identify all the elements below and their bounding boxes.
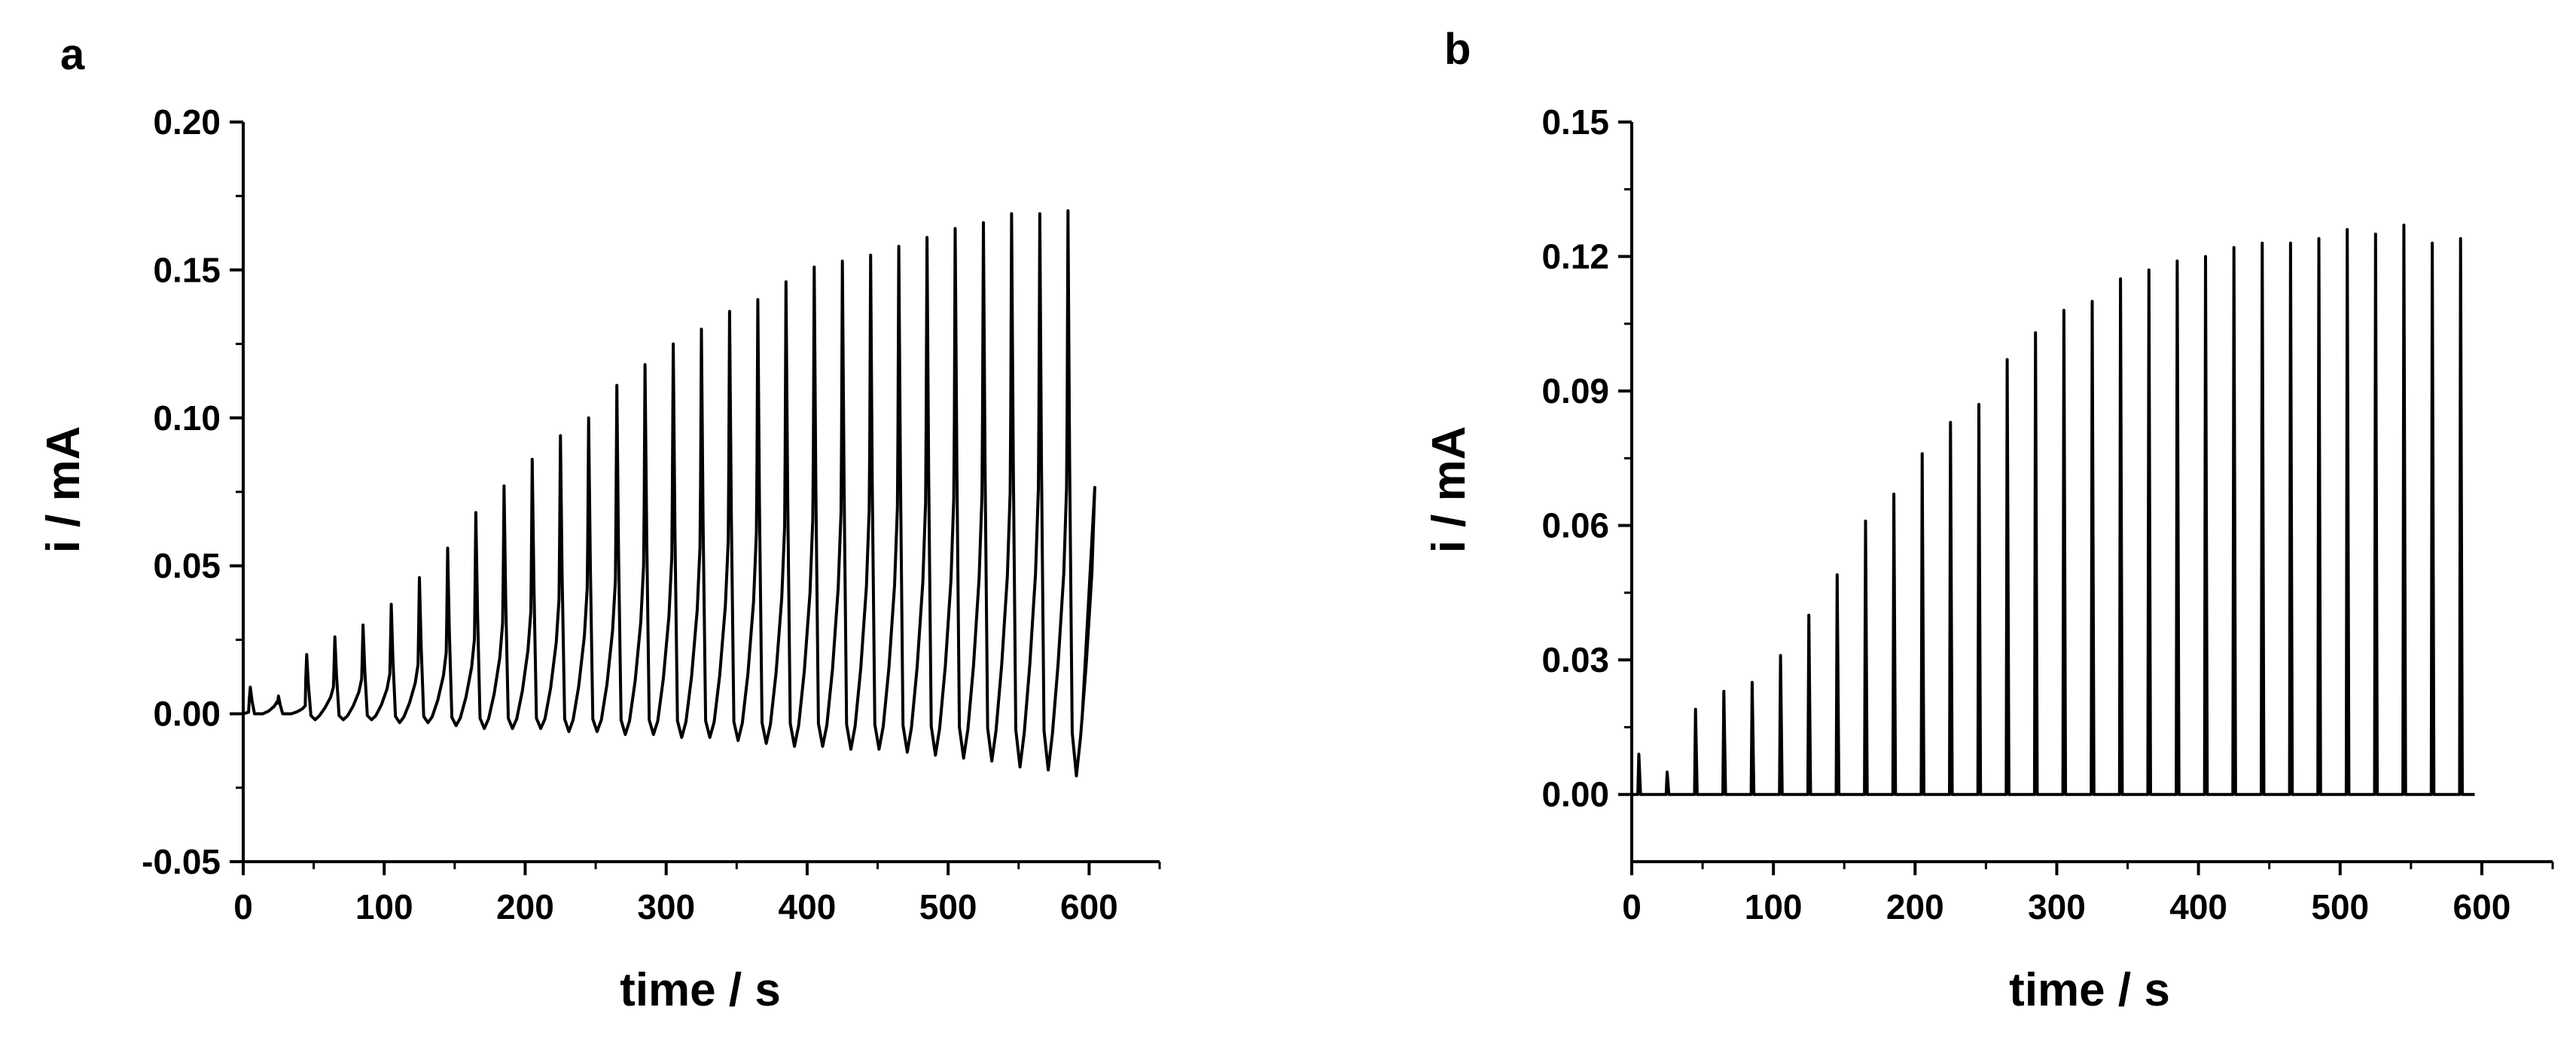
y-tick-label-a: 0.05 (153, 546, 221, 585)
x-tick-label-a: 400 (779, 887, 837, 926)
x-tick-label-a: 200 (496, 887, 554, 926)
x-tick-label-a: 600 (1060, 887, 1118, 926)
plot-area-b (1632, 223, 2475, 796)
y-tick-label-b: 0.09 (1541, 371, 1609, 411)
y-tick-label-a: -0.05 (142, 842, 221, 881)
x-ticks-b: 0 100 200 300 400 500 600 (1622, 862, 2554, 926)
y-ticks-b: 0.00 0.03 0.06 0.09 0.12 0.15 (1541, 102, 1632, 814)
y-tick-label-b: 0.12 (1541, 237, 1609, 276)
panel-label-b: b (1444, 25, 1471, 74)
x-tick-label-b: 300 (2028, 887, 2086, 926)
x-tick-label-a: 300 (637, 887, 695, 926)
x-tick-label-b: 500 (2311, 887, 2369, 926)
y-tick-label-b: 0.06 (1541, 506, 1609, 545)
x-tick-label-a: 0 (233, 887, 253, 926)
x-tick-label-a: 100 (355, 887, 413, 926)
series-line-b (1632, 223, 2475, 796)
chart-panel-a: a -0.05 0.00 0.05 0.10 0.15 0.20 0 100 200 300 40… (38, 30, 1161, 1016)
y-tick-label-b: 0.00 (1541, 775, 1609, 814)
x-tick-label-a: 500 (919, 887, 977, 926)
panel-label-a: a (60, 30, 85, 79)
y-tick-label-a: 0.15 (153, 250, 221, 289)
y-axis-title-b: i / mA (1423, 426, 1475, 554)
y-tick-label-b: 0.03 (1541, 640, 1609, 679)
y-axis-title-a: i / mA (38, 426, 90, 554)
y-tick-label-a: 0.10 (153, 398, 221, 438)
x-tick-label-b: 200 (1886, 887, 1944, 926)
y-tick-label-a: 0.00 (153, 694, 221, 734)
plot-area-a (242, 209, 1096, 778)
x-ticks-a: 0 100 200 300 400 500 600 (233, 862, 1161, 926)
x-axis-title-a: time / s (620, 964, 781, 1016)
x-tick-label-b: 400 (2169, 887, 2227, 926)
chart-panel-b: b 0.00 0.03 0.06 0.09 0.12 0.15 0 100 200 300 400… (1423, 25, 2554, 1016)
series-line-a (242, 209, 1096, 778)
x-tick-label-b: 100 (1745, 887, 1803, 926)
y-ticks-a: -0.05 0.00 0.05 0.10 0.15 0.20 (142, 102, 243, 881)
y-tick-label-b: 0.15 (1541, 102, 1609, 142)
x-tick-label-b: 600 (2453, 887, 2511, 926)
x-tick-label-b: 0 (1622, 887, 1642, 926)
y-tick-label-a: 0.20 (153, 102, 221, 142)
x-axis-title-b: time / s (2009, 964, 2170, 1016)
